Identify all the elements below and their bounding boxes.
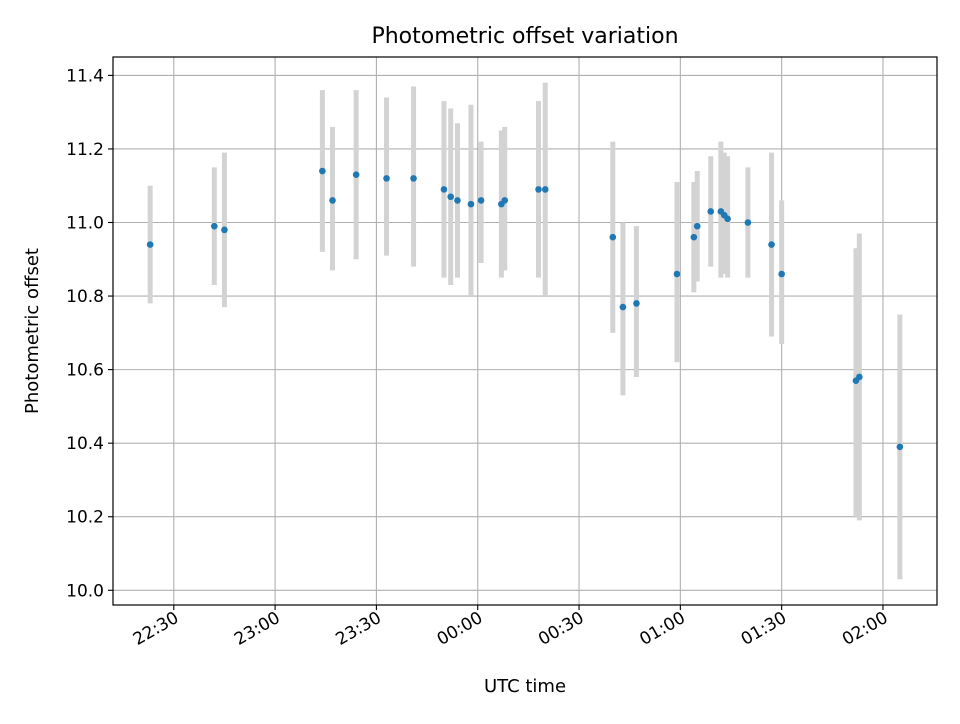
x-tick-label: 22:30 bbox=[130, 608, 182, 650]
data-point bbox=[744, 219, 752, 226]
data-point bbox=[609, 233, 617, 241]
y-tick-label: 10.4 bbox=[66, 434, 104, 454]
data-point bbox=[211, 222, 218, 230]
data-point bbox=[673, 270, 681, 278]
data-point bbox=[690, 233, 698, 241]
data-point bbox=[319, 167, 326, 175]
x-tick-label: 00:30 bbox=[535, 608, 587, 650]
data-point bbox=[454, 197, 461, 204]
data-point bbox=[619, 303, 627, 311]
x-tick-label: 01:30 bbox=[738, 608, 790, 650]
x-tick-label: 01:00 bbox=[636, 608, 688, 650]
data-point bbox=[221, 226, 228, 234]
y-tick-label: 11.0 bbox=[66, 214, 104, 234]
plot-frame bbox=[112, 56, 938, 606]
grid bbox=[113, 57, 937, 605]
x-axis: 22:30 23:00 23:30 00:00 00:30 01:00 01:30 02:00 bbox=[130, 605, 891, 650]
data-point bbox=[856, 373, 863, 381]
data-points bbox=[146, 167, 904, 451]
error-bars bbox=[147, 82, 903, 580]
data-point bbox=[383, 175, 390, 182]
data-point bbox=[447, 193, 455, 201]
data-point bbox=[693, 222, 701, 230]
y-tick-label: 11.4 bbox=[66, 66, 104, 86]
chart-title: Photometric offset variation bbox=[371, 24, 678, 49]
x-tick-label: 23:00 bbox=[231, 608, 283, 650]
data-point bbox=[896, 443, 904, 451]
data-point bbox=[541, 186, 549, 193]
data-point bbox=[778, 270, 785, 278]
data-point bbox=[535, 186, 542, 193]
x-tick-label: 23:30 bbox=[332, 608, 384, 650]
y-tick-label: 11.2 bbox=[66, 140, 104, 160]
data-point bbox=[501, 197, 509, 204]
data-point bbox=[146, 241, 154, 248]
data-point bbox=[467, 200, 475, 208]
data-point bbox=[410, 175, 417, 182]
data-point bbox=[352, 171, 360, 178]
data-point bbox=[329, 197, 336, 204]
y-tick-label: 10.8 bbox=[66, 287, 104, 307]
x-tick-label: 02:00 bbox=[839, 608, 891, 650]
y-axis: 10.0 10.2 10.4 10.6 10.8 11.0 11.2 11.4 bbox=[66, 66, 113, 601]
data-point bbox=[633, 300, 640, 307]
data-point bbox=[768, 241, 775, 248]
data-point bbox=[724, 215, 731, 223]
y-tick-label: 10.0 bbox=[66, 581, 104, 601]
y-tick-label: 10.2 bbox=[66, 508, 104, 528]
x-axis-label: UTC time bbox=[484, 676, 566, 697]
data-point bbox=[707, 208, 715, 215]
y-tick-label: 10.6 bbox=[66, 361, 104, 381]
data-point bbox=[477, 197, 485, 204]
x-tick-label: 00:00 bbox=[434, 608, 486, 650]
data-point bbox=[440, 186, 448, 193]
y-axis-label: Photometric offset bbox=[22, 248, 43, 414]
